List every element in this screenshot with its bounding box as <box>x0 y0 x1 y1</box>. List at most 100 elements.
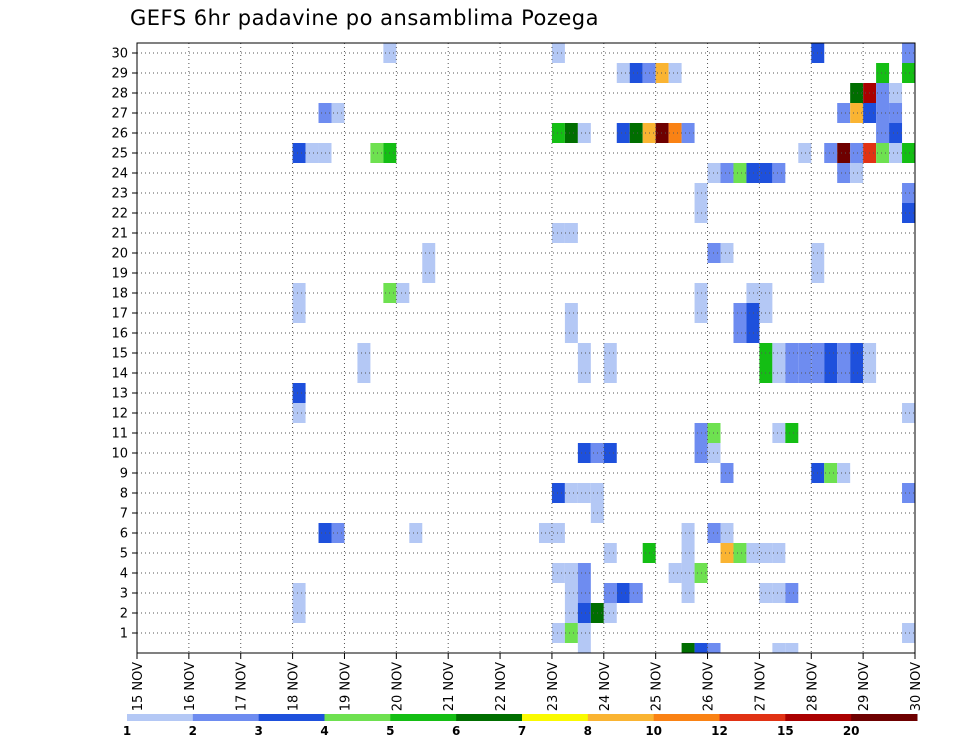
y-tick-label: 19 <box>111 267 128 282</box>
heatmap-cell <box>357 363 371 383</box>
heatmap-cell <box>577 443 591 463</box>
heatmap-cell <box>551 123 565 143</box>
heatmap-cell <box>707 243 721 263</box>
heatmap-cell <box>629 583 643 603</box>
heatmap-cell <box>409 523 423 543</box>
heatmap-cell <box>902 183 915 203</box>
heatmap-cell <box>889 83 903 103</box>
heatmap-cell <box>876 83 890 103</box>
x-tick-label: 19 NOV <box>338 662 353 711</box>
heatmap-cell <box>798 143 812 163</box>
heatmap-cell <box>577 563 591 583</box>
heatmap-cell <box>707 643 721 653</box>
heatmap-cell <box>850 343 864 363</box>
x-tick-label: 29 NOV <box>857 662 872 711</box>
heatmap-cell <box>292 303 306 323</box>
colorbar-label: 15 <box>777 724 794 738</box>
heatmap-cell <box>603 583 617 603</box>
heatmap-cell <box>785 363 799 383</box>
heatmap-cell <box>772 583 786 603</box>
heatmap-cell <box>655 123 669 143</box>
heatmap-cell <box>655 63 669 83</box>
heatmap-cell <box>876 123 890 143</box>
heatmap-cells <box>292 43 915 653</box>
colorbar-swatch <box>390 714 457 721</box>
heatmap-cell <box>564 303 578 323</box>
heatmap-cell <box>551 623 565 643</box>
heatmap-cell <box>772 643 786 653</box>
y-axis: 1234567891011121314151617181920212223242… <box>111 47 137 642</box>
y-tick-label: 22 <box>111 207 128 222</box>
heatmap-cell <box>785 343 799 363</box>
heatmap-cell <box>422 263 436 283</box>
heatmap-cell <box>577 123 591 143</box>
heatmap-cell <box>681 543 695 563</box>
heatmap-cell <box>733 163 747 183</box>
heatmap-cell <box>603 603 617 623</box>
colorbar-label: 6 <box>452 724 460 738</box>
heatmap-cell <box>668 63 682 83</box>
heatmap-cell <box>876 143 890 163</box>
heatmap-cell <box>837 463 851 483</box>
heatmap-cell <box>746 543 760 563</box>
heatmap-cell <box>837 343 851 363</box>
x-axis: 15 NOV 16 NOV 17 NOV 18 NOV 19 NOV 20 NOV 21 N… <box>131 653 924 711</box>
heatmap-cell <box>824 363 838 383</box>
colorbar-swatch <box>851 714 918 721</box>
heatmap-cell <box>733 323 747 343</box>
heatmap-cell <box>551 563 565 583</box>
x-tick-label: 22 NOV <box>494 662 509 711</box>
heatmap-cell <box>681 563 695 583</box>
colorbar-label: 5 <box>386 724 394 738</box>
heatmap-cell <box>292 603 306 623</box>
heatmap-cell <box>733 303 747 323</box>
colorbar-swatch <box>192 714 260 721</box>
heatmap-cell <box>850 83 864 103</box>
heatmap-cell <box>694 643 708 653</box>
heatmap-cell <box>577 623 591 643</box>
heatmap-cell <box>902 43 915 63</box>
heatmap-cell <box>746 283 760 303</box>
heatmap-cell <box>785 583 799 603</box>
heatmap-cell <box>707 523 721 543</box>
heatmap-cell <box>720 243 734 263</box>
x-tick-label: 28 NOV <box>805 662 820 711</box>
colorbar-label: 2 <box>189 724 197 738</box>
y-tick-label: 1 <box>120 627 128 642</box>
heatmap-cell <box>681 643 695 653</box>
colorbar-swatch <box>719 714 786 721</box>
x-tick-label: 20 NOV <box>390 662 405 711</box>
y-tick-label: 21 <box>111 227 128 242</box>
heatmap-cell <box>902 623 915 643</box>
y-tick-label: 23 <box>111 187 128 202</box>
x-tick-label: 23 NOV <box>546 662 561 711</box>
colorbar-swatch <box>324 714 391 721</box>
heatmap-cell <box>707 423 721 443</box>
heatmap-cell <box>577 643 591 653</box>
colorbar-swatch <box>785 714 852 721</box>
colorbar-label: 10 <box>645 724 662 738</box>
heatmap-cell <box>876 103 890 123</box>
y-tick-label: 2 <box>120 607 128 622</box>
heatmap-cell <box>889 103 903 123</box>
heatmap-cell <box>357 343 371 363</box>
heatmap-cell <box>616 583 630 603</box>
heatmap-cell <box>733 543 747 563</box>
heatmap-cell <box>681 523 695 543</box>
heatmap-cell <box>551 483 565 503</box>
heatmap-cell <box>798 343 812 363</box>
heatmap-cell <box>396 283 410 303</box>
heatmap-cell <box>720 163 734 183</box>
heatmap-cell <box>746 303 760 323</box>
heatmap-cell <box>681 123 695 143</box>
x-tick-label: 27 NOV <box>753 662 768 711</box>
y-tick-label: 5 <box>120 547 128 562</box>
y-tick-label: 27 <box>111 107 128 122</box>
y-tick-label: 26 <box>111 127 128 142</box>
heatmap-cell <box>837 363 851 383</box>
heatmap-cell <box>785 643 799 653</box>
heatmap-cell <box>824 343 838 363</box>
heatmap-cell <box>564 623 578 643</box>
heatmap-cell <box>577 583 591 603</box>
